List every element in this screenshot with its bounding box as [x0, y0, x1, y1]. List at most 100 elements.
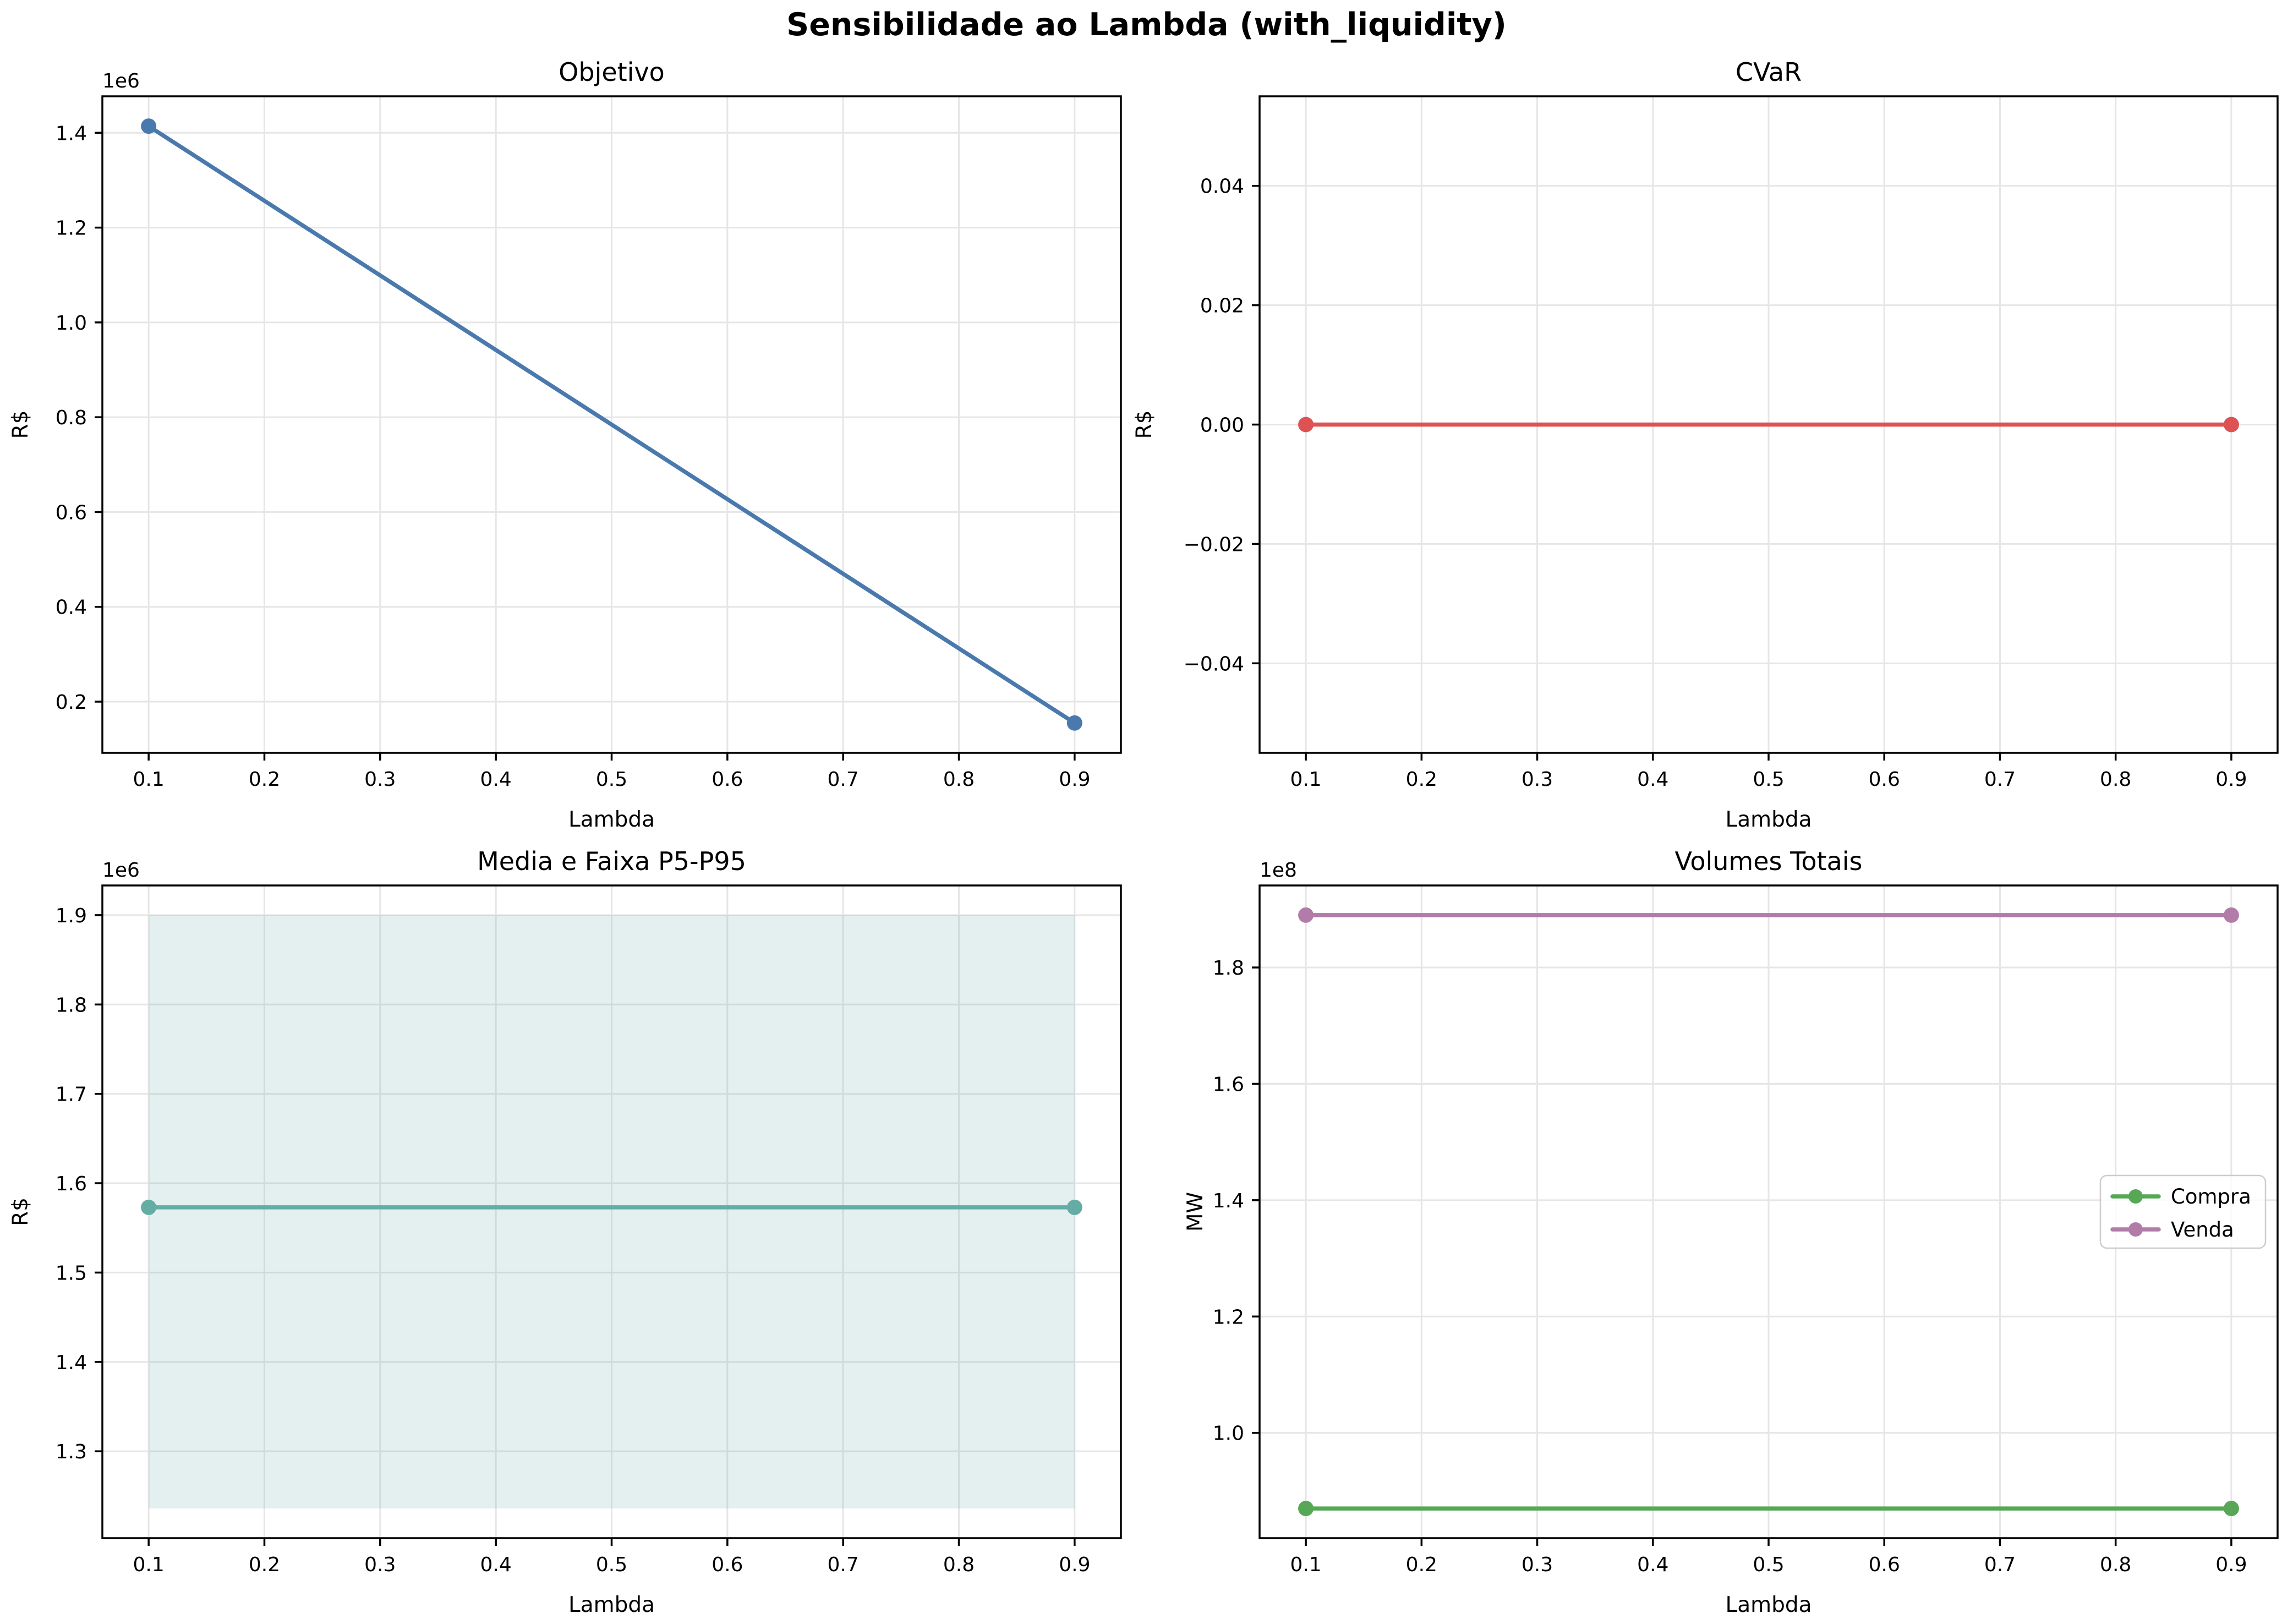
- y-tick-label: 1.2: [1213, 1306, 1244, 1328]
- y-tick-label: 1.9: [56, 905, 87, 927]
- y-tick-label: 1.4: [1213, 1190, 1244, 1212]
- x-tick-label: 0.3: [364, 768, 396, 791]
- x-tick-label: 0.6: [1869, 768, 1900, 791]
- figure-suptitle: Sensibilidade ao Lambda (with_liquidity): [786, 7, 1507, 43]
- y-tick-label: 0.00: [1200, 414, 1244, 437]
- y-axis-label: R$: [8, 411, 33, 439]
- x-axis-label: Lambda: [1725, 1593, 1812, 1617]
- y-tick-label: −0.02: [1184, 533, 1244, 556]
- data-point: [1066, 715, 1082, 731]
- x-tick-label: 0.8: [2100, 1554, 2131, 1576]
- subplot-title: CVaR: [1736, 57, 1802, 87]
- axis-offset-label: 1e6: [102, 859, 140, 882]
- legend-marker-venda: [2128, 1222, 2143, 1237]
- y-tick-label: 1.7: [56, 1084, 87, 1106]
- x-tick-label: 0.2: [1406, 1554, 1437, 1576]
- x-tick-label: 0.9: [1059, 1554, 1090, 1576]
- y-tick-label: 0.8: [56, 407, 87, 429]
- x-tick-label: 0.6: [712, 1554, 743, 1576]
- gridlines: [102, 96, 1121, 753]
- x-tick-label: 0.7: [828, 768, 859, 791]
- x-axis-label: Lambda: [568, 807, 655, 832]
- x-tick-label: 0.6: [1869, 1554, 1900, 1576]
- axis-offset-label: 1e6: [102, 70, 140, 92]
- x-tick-label: 0.9: [2215, 1554, 2247, 1576]
- x-tick-label: 0.4: [480, 1554, 512, 1576]
- x-tick-label: 0.7: [1984, 1554, 2016, 1576]
- x-tick-label: 0.3: [1522, 1554, 1553, 1576]
- axis-offset-label: 1e8: [1260, 859, 1297, 882]
- legend-label-compra: Compra: [2171, 1185, 2251, 1209]
- y-tick-label: 0.2: [56, 691, 87, 714]
- x-tick-label: 0.8: [943, 768, 975, 791]
- x-tick-label: 0.2: [249, 768, 280, 791]
- x-tick-label: 0.5: [596, 1554, 627, 1576]
- series-compra: [1298, 1501, 2239, 1517]
- y-tick-label: 0.6: [56, 501, 87, 524]
- subplot-media-faixa: 0.1 0.2 0.3 0.4 0.5 0.6 0.7 0.8 0.9 1.3 1.4 1.5 1.6 1…: [8, 846, 1122, 1617]
- x-tick-label: 0.8: [2100, 768, 2131, 791]
- y-tick-label: 1.3: [56, 1441, 87, 1463]
- y-tick-label: 0.02: [1200, 295, 1244, 318]
- x-tick-label: 0.5: [596, 768, 627, 791]
- series-venda: [1298, 907, 2239, 923]
- y-tick-label: 1.4: [56, 122, 87, 145]
- y-tick-label: 1.6: [56, 1173, 87, 1195]
- subplot-volumes-totais: 0.1 0.2 0.3 0.4 0.5 0.6 0.7 0.8 0.9 1.0 1.2 1.4 1.6 1…: [1183, 846, 2279, 1617]
- legend: Compra Venda: [2099, 1174, 2267, 1249]
- x-tick-label: 0.2: [1406, 768, 1437, 791]
- legend-label-venda: Venda: [2171, 1218, 2234, 1242]
- x-tick-label: 0.5: [1753, 768, 1784, 791]
- data-point: [1298, 1501, 1314, 1517]
- y-tick-label: 1.4: [56, 1352, 87, 1374]
- y-tick-label: 1.5: [56, 1262, 87, 1284]
- y-axis-label: R$: [1132, 411, 1157, 439]
- y-tick-label: 0.4: [56, 597, 87, 619]
- legend-marker-compra: [2128, 1189, 2143, 1204]
- data-point: [2223, 907, 2239, 923]
- x-tick-label: 0.1: [133, 1554, 165, 1576]
- y-tick-label: 1.8: [1213, 957, 1244, 980]
- series-cvar: [1298, 417, 2239, 433]
- p5-p95-band: [149, 915, 1075, 1509]
- gridlines: [102, 885, 1121, 1538]
- subplot-title: Volumes Totais: [1674, 846, 1862, 876]
- x-tick-label: 0.8: [943, 1554, 975, 1576]
- data-point: [2223, 1501, 2239, 1517]
- y-tick-label: 1.0: [56, 312, 87, 335]
- x-tick-label: 0.7: [828, 1554, 859, 1576]
- x-tick-label: 0.6: [712, 768, 743, 791]
- y-tick-label: 1.8: [56, 994, 87, 1016]
- subplot-cvar: 0.1 0.2 0.3 0.4 0.5 0.6 0.7 0.8 0.9 0.04 0.02 0.00 −…: [1132, 57, 2279, 832]
- y-tick-label: 0.04: [1200, 176, 1244, 198]
- y-axis-label: R$: [8, 1198, 33, 1226]
- x-tick-label: 0.9: [2215, 768, 2247, 791]
- x-axis-label: Lambda: [1725, 807, 1812, 832]
- x-tick-label: 0.4: [480, 768, 512, 791]
- data-point: [1298, 417, 1314, 433]
- x-tick-label: 0.5: [1753, 1554, 1784, 1576]
- x-tick-label: 0.1: [1290, 768, 1321, 791]
- x-tick-label: 0.1: [133, 768, 165, 791]
- x-tick-label: 0.9: [1059, 768, 1090, 791]
- y-tick-label: −0.04: [1184, 653, 1244, 675]
- x-tick-label: 0.1: [1290, 1554, 1321, 1576]
- series-media: [141, 1199, 1082, 1215]
- data-point: [141, 118, 157, 134]
- data-point: [1066, 1199, 1082, 1215]
- y-tick-label: 1.6: [1213, 1073, 1244, 1096]
- data-point: [2223, 417, 2239, 433]
- x-tick-label: 0.3: [1522, 768, 1553, 791]
- subplot-title: Media e Faixa P5-P95: [477, 846, 746, 876]
- y-tick-label: 1.2: [56, 217, 87, 240]
- data-point: [1298, 907, 1314, 923]
- y-tick-label: 1.0: [1213, 1423, 1244, 1445]
- x-axis-label: Lambda: [568, 1593, 655, 1617]
- series-objetivo: [141, 118, 1082, 731]
- x-tick-label: 0.7: [1984, 768, 2016, 791]
- x-tick-label: 0.3: [364, 1554, 396, 1576]
- subplot-title: Objetivo: [559, 57, 665, 87]
- y-axis-label: MW: [1183, 1192, 1208, 1232]
